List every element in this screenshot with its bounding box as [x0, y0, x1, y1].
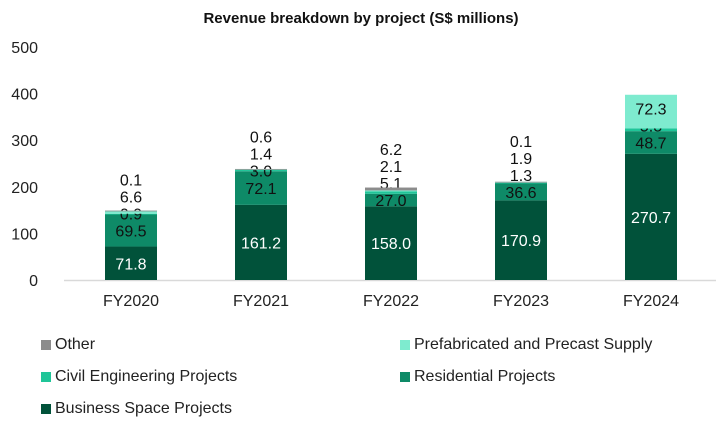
x-tick-label: FY2024: [623, 293, 679, 310]
bar-segment: [625, 128, 677, 132]
x-tick-label: FY2020: [103, 293, 159, 310]
data-label: 0.6: [250, 130, 272, 147]
bar-segment: [365, 187, 417, 191]
bar-segment: [495, 183, 547, 201]
data-label: 158.0: [371, 236, 411, 253]
data-label: 72.1: [245, 181, 276, 198]
bar-segment: [105, 210, 157, 212]
legend-item: Business Space Projects: [41, 400, 232, 418]
data-label: 72.3: [635, 102, 666, 119]
bar-segment: [365, 190, 417, 192]
legend-swatch: [400, 372, 410, 382]
data-label: 161.2: [241, 235, 281, 252]
y-tick-label: 0: [29, 273, 38, 290]
legend-label: Residential Projects: [414, 368, 556, 385]
data-label: 1.9: [510, 151, 532, 168]
x-tick-label: FY2022: [363, 293, 419, 310]
bar-segment: [235, 168, 287, 170]
data-label: 6.6: [120, 189, 142, 206]
legend-swatch: [41, 340, 51, 350]
legend-item: Prefabricated and Precast Supply: [400, 336, 652, 354]
bar-segment: [235, 204, 287, 280]
bar-segment: [365, 191, 417, 194]
data-label: 0.1: [510, 134, 532, 151]
bar-segment: [235, 169, 287, 172]
data-label: 71.8: [115, 256, 146, 273]
legend-item: Civil Engineering Projects: [41, 368, 237, 386]
data-label: 36.6: [505, 185, 536, 202]
x-tick-label: FY2021: [233, 293, 289, 310]
legend-swatch: [41, 372, 51, 382]
bar-segment: [495, 200, 547, 280]
legend-item: Other: [41, 336, 95, 354]
bar-segment: [495, 182, 547, 184]
data-label: 6.2: [380, 142, 402, 159]
legend-label: Business Space Projects: [55, 400, 232, 417]
data-label: 2.1: [380, 159, 402, 176]
y-tick-label: 400: [11, 87, 38, 104]
data-label: 69.5: [115, 223, 146, 240]
bar-segment: [235, 171, 287, 205]
bar-segment: [625, 153, 677, 280]
legend-label: Prefabricated and Precast Supply: [414, 336, 653, 353]
bar-segment: [105, 213, 157, 215]
data-label: 1.4: [250, 147, 272, 164]
y-tick-label: 200: [11, 180, 38, 197]
data-label: 48.7: [635, 136, 666, 153]
data-label: 27.0: [375, 193, 406, 210]
data-label: 0.1: [120, 172, 142, 189]
legend-swatch: [400, 340, 410, 350]
data-label: 1.3: [510, 168, 532, 185]
bar-segment: [105, 246, 157, 280]
bar-segment: [105, 214, 157, 247]
x-tick-label: FY2023: [493, 293, 549, 310]
data-label: 170.9: [501, 233, 541, 250]
y-tick-label: 500: [11, 40, 38, 57]
legend-label: Other: [55, 336, 96, 353]
bar-segment: [495, 181, 547, 183]
y-tick-label: 300: [11, 133, 38, 150]
chart-title: Revenue breakdown by project (S$ million…: [203, 10, 519, 27]
bar-segment: [625, 94, 677, 129]
data-label: 270.7: [631, 210, 671, 227]
data-label: 3.0: [250, 164, 272, 181]
bar-segment: [105, 210, 157, 214]
data-label: 0.9: [120, 206, 142, 223]
legend-swatch: [41, 404, 51, 414]
y-tick-label: 100: [11, 226, 38, 243]
bar-segment: [365, 206, 417, 280]
legend-label: Civil Engineering Projects: [55, 368, 238, 385]
bar-segment: [365, 193, 417, 207]
legend-item: Residential Projects: [400, 368, 555, 386]
bar-segment: [625, 131, 677, 154]
